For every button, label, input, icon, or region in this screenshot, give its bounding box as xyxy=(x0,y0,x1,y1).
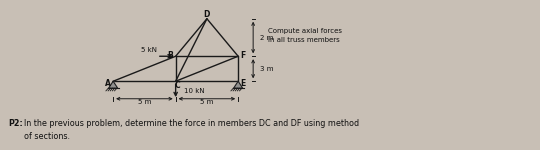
Text: A: A xyxy=(105,79,111,88)
Text: 2 m: 2 m xyxy=(260,34,273,40)
Text: P2:: P2: xyxy=(8,119,23,128)
Polygon shape xyxy=(109,81,118,88)
Text: Compute axial forces
in all truss members: Compute axial forces in all truss member… xyxy=(268,27,342,42)
Text: 3 m: 3 m xyxy=(260,66,274,72)
Text: D: D xyxy=(204,10,210,19)
Text: C: C xyxy=(175,81,180,90)
Polygon shape xyxy=(234,81,242,88)
Text: E: E xyxy=(240,79,245,88)
Text: 10 kN: 10 kN xyxy=(184,88,205,94)
Text: In the previous problem, determine the force in members DC and DF using method
 : In the previous problem, determine the f… xyxy=(19,119,359,141)
Text: B: B xyxy=(167,51,173,60)
Text: 5 m: 5 m xyxy=(138,99,151,105)
Text: 5 kN: 5 kN xyxy=(141,48,157,54)
Text: F: F xyxy=(240,51,245,60)
Text: 5 m: 5 m xyxy=(200,99,214,105)
